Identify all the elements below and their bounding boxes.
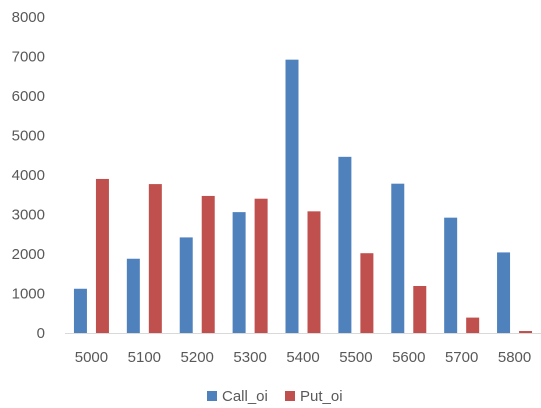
y-tick-label: 1000 [12,286,45,303]
bars [73,59,533,333]
bar-put-oi-5500 [360,253,374,333]
legend-label-call-oi: Call_oi [222,388,268,405]
bar-put-oi-5100 [148,184,162,333]
bar-call-oi-5800 [497,252,511,333]
y-tick-label: 6000 [12,88,45,105]
bar-call-oi-5000 [73,288,87,333]
x-tick-label: 5000 [75,349,108,366]
bar-call-oi-5100 [126,258,140,333]
x-tick-label: 5700 [445,349,478,366]
x-tick-label: 5300 [233,349,266,366]
bar-call-oi-5700 [444,217,458,333]
bar-put-oi-5300 [254,198,268,333]
x-tick-label: 5100 [128,349,161,366]
bar-call-oi-5300 [232,212,246,333]
y-tick-label: 3000 [12,207,45,224]
bar-put-oi-5400 [307,211,321,333]
y-tick-label: 2000 [12,246,45,263]
bar-put-oi-5200 [201,195,215,333]
legend-swatch-call-oi [207,391,217,401]
bar-put-oi-5800 [519,331,533,333]
x-tick-label: 5500 [339,349,372,366]
y-axis-tick-labels: 0 1000 2000 3000 4000 5000 6000 7000 8000 [12,9,45,342]
legend: Call_oi Put_oi [207,388,343,405]
bar-call-oi-5200 [179,237,193,333]
bar-call-oi-5500 [338,156,352,333]
bar-put-oi-5600 [413,285,427,333]
y-tick-label: 0 [37,325,45,342]
x-tick-label: 5600 [392,349,425,366]
y-tick-label: 5000 [12,128,45,145]
y-tick-label: 7000 [12,49,45,66]
legend-swatch-put-oi [285,391,295,401]
x-tick-label: 5800 [498,349,531,366]
bar-call-oi-5600 [391,183,405,333]
legend-label-put-oi: Put_oi [300,388,343,405]
x-tick-label: 5200 [181,349,214,366]
bar-put-oi-5000 [95,178,109,333]
y-tick-label: 4000 [12,167,45,184]
bar-put-oi-5700 [466,317,480,333]
y-tick-label: 8000 [12,9,45,26]
x-tick-label: 5400 [286,349,319,366]
x-axis-tick-labels: 5000 5100 5200 5300 5400 5500 5600 5700 5800 [75,349,531,366]
bar-call-oi-5400 [285,59,299,333]
